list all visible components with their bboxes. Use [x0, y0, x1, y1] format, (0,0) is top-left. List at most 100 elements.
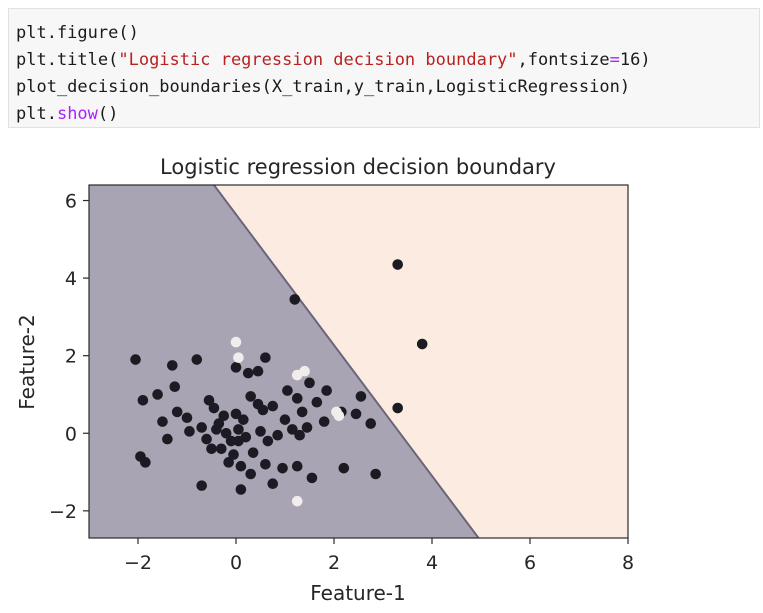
- data-point: [137, 394, 149, 406]
- code-token: show: [56, 104, 98, 124]
- data-point: [201, 433, 212, 445]
- data-point: [306, 472, 318, 484]
- data-point: [262, 435, 274, 447]
- data-point: [184, 426, 195, 437]
- data-point: [255, 426, 266, 437]
- code-token: (): [97, 104, 119, 124]
- data-point: [206, 443, 217, 455]
- data-point: [216, 443, 227, 455]
- data-point: [247, 447, 259, 458]
- region-class-0: [89, 185, 479, 538]
- y-tick-label: 2: [65, 346, 77, 368]
- data-point: [252, 398, 264, 410]
- data-point: [240, 431, 252, 443]
- data-point: [203, 394, 215, 406]
- code-token: plt.title(: [16, 50, 119, 70]
- data-point: [130, 354, 141, 365]
- data-point: [196, 480, 207, 491]
- data-point: [296, 406, 308, 418]
- data-point: [299, 365, 310, 377]
- data-point: [242, 367, 254, 379]
- code-line: plt.title("Logistic regression decision …: [16, 47, 759, 74]
- data-point: [291, 460, 303, 472]
- code-token: plt.: [16, 104, 57, 124]
- chart-title: Logistic regression decision boundary: [160, 155, 556, 179]
- data-point: [355, 391, 367, 402]
- data-point: [152, 389, 163, 400]
- data-point: [169, 381, 181, 393]
- data-point: [282, 385, 293, 396]
- data-point: [181, 412, 193, 424]
- data-point: [225, 435, 237, 447]
- data-point: [392, 259, 404, 270]
- data-point: [370, 468, 381, 480]
- data-point: [279, 414, 291, 425]
- data-point: [230, 408, 242, 420]
- data-point: [196, 422, 207, 433]
- code-token: plt.figure(): [16, 23, 139, 43]
- y-tick-label: 0: [65, 423, 77, 445]
- code-token: 16): [619, 50, 651, 70]
- data-point: [294, 429, 306, 441]
- data-point: [230, 362, 242, 373]
- data-point: [208, 402, 220, 414]
- data-point: [338, 462, 350, 474]
- data-point: [245, 391, 256, 402]
- code-token: =: [609, 50, 620, 70]
- x-tick-label: 2: [328, 552, 340, 574]
- scatter-chart: Logistic regression decision boundary −2…: [15, 155, 634, 605]
- data-point: [311, 396, 323, 408]
- decision-boundary-line: [213, 185, 480, 538]
- data-point: [291, 393, 303, 404]
- x-tick-label: 8: [622, 552, 634, 574]
- data-point: [260, 352, 271, 363]
- data-point: [301, 422, 313, 433]
- data-point: [277, 462, 288, 474]
- x-tick-label: 6: [524, 552, 536, 574]
- data-point: [157, 416, 168, 427]
- data-point: [267, 478, 279, 489]
- data-point: [287, 424, 298, 435]
- data-point: [171, 406, 183, 418]
- code-line: plot_decision_boundaries(X_train,y_train…: [16, 74, 759, 101]
- data-point: [304, 377, 315, 389]
- code-token: "Logistic regression decision boundary": [118, 50, 518, 70]
- data-point: [350, 408, 362, 420]
- y-axis: −2 0 2 4 6: [49, 191, 89, 523]
- data-point: [230, 336, 242, 348]
- plot-frame: [88, 184, 629, 539]
- data-point: [318, 416, 330, 427]
- code-line: plt.show(): [16, 101, 759, 128]
- data-point: [365, 418, 377, 429]
- code-cell[interactable]: plt.figure() plt.title("Logistic regressi…: [8, 8, 760, 128]
- data-point: [167, 360, 178, 371]
- y-tick-label: 4: [65, 268, 77, 290]
- code-token: ,fontsize: [517, 50, 610, 70]
- data-point: [245, 468, 256, 480]
- data-point: [272, 429, 283, 441]
- data-point: [235, 484, 247, 495]
- data-point: [392, 402, 404, 414]
- x-axis-label: Feature-1: [310, 581, 406, 605]
- data-point: [140, 457, 151, 468]
- data-point: [228, 449, 239, 460]
- data-point: [289, 294, 301, 305]
- points-layer: [130, 259, 428, 507]
- data-point: [220, 427, 232, 439]
- data-point: [223, 457, 234, 468]
- data-point: [233, 352, 244, 363]
- code-lines: plt.figure() plt.title("Logistic regressi…: [16, 20, 759, 128]
- x-axis: −2 0 2 4 6 8: [124, 538, 634, 574]
- data-point: [235, 460, 247, 472]
- data-point: [218, 410, 230, 422]
- y-tick-label: −2: [49, 501, 77, 523]
- x-tick-label: 4: [426, 552, 438, 574]
- plot-area: [89, 185, 628, 538]
- data-point: [191, 354, 203, 365]
- data-point: [267, 400, 279, 412]
- y-axis-label: Feature-2: [15, 314, 39, 410]
- code-token: plot_decision_boundaries(X_train,y_train…: [16, 77, 631, 97]
- x-tick-label: −2: [124, 552, 152, 574]
- data-point: [321, 385, 332, 396]
- data-point: [213, 418, 225, 429]
